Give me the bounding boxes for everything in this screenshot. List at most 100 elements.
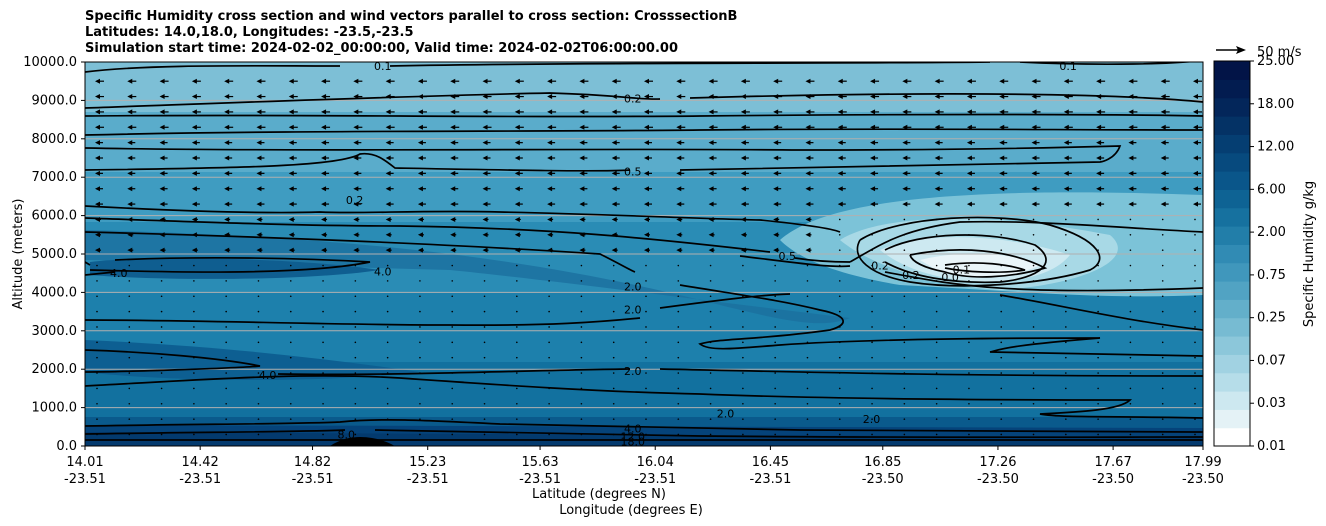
wind-dot	[483, 310, 486, 313]
wind-arrow-head	[450, 155, 456, 161]
wind-dot	[289, 387, 292, 390]
contour-0-3	[85, 128, 1203, 136]
wind-arrow-head	[1096, 124, 1102, 130]
wind-dot	[1065, 356, 1067, 359]
wind-dot	[225, 326, 227, 328]
wind-dot	[968, 433, 970, 436]
wind-dot	[128, 418, 131, 420]
wind-arrow-head	[95, 201, 100, 207]
y-axis-label: Altitude (meters)	[11, 199, 26, 310]
wind-dot	[1032, 341, 1035, 344]
colorbar-segment	[1214, 152, 1250, 172]
wind-arrow-head	[321, 186, 327, 192]
wind-dot	[612, 295, 615, 298]
wind-arrow-head	[482, 109, 488, 115]
wind-dot	[1129, 433, 1132, 436]
wind-dot	[871, 295, 873, 298]
wind-arrow-head	[999, 186, 1005, 192]
wind-dot	[354, 418, 357, 420]
colorbar-segment	[1214, 317, 1250, 337]
wind-arrow-head	[224, 201, 230, 207]
wind-dot	[838, 249, 841, 251]
wind-arrow-head	[321, 94, 327, 100]
wind-dot	[1129, 218, 1132, 221]
wind-dot	[645, 310, 647, 313]
wind-dot	[742, 418, 744, 420]
wind-dot	[354, 387, 357, 390]
wind-arrow-head	[579, 94, 585, 100]
colorbar-segment	[1214, 61, 1250, 80]
colorbar-label: Specific Humidity g/kg	[1302, 181, 1317, 327]
wind-arrow-head	[547, 201, 553, 207]
wind-dot	[580, 341, 583, 344]
wind-arrow-head	[1160, 78, 1166, 84]
wind-dot	[774, 402, 776, 405]
wind-dot	[1000, 218, 1003, 221]
wind-dot	[709, 356, 712, 359]
wind-arrow-head	[902, 94, 908, 100]
wind-dot	[580, 372, 583, 374]
wind-arrow-head	[353, 140, 359, 146]
colorbar-tick-label: 18.00	[1257, 97, 1294, 112]
wind-dot	[1161, 418, 1164, 420]
wind-dot	[160, 356, 163, 359]
wind-arrow-head	[547, 78, 553, 84]
wind-dot	[516, 280, 518, 282]
contour-label: 2.0	[624, 304, 642, 317]
wind-dot	[1065, 234, 1067, 236]
wind-dot	[838, 218, 841, 221]
wind-dot	[160, 387, 163, 390]
colorbar-segment	[1214, 207, 1250, 227]
contour-label: 4.0	[259, 369, 277, 382]
wind-arrow-head	[902, 170, 908, 176]
wind-dot	[1065, 310, 1067, 313]
band-upper	[85, 112, 1203, 172]
wind-dot	[225, 372, 227, 374]
wind-arrow-head	[644, 186, 649, 192]
wind-dot	[645, 295, 647, 298]
wind-arrow-head	[1096, 186, 1102, 192]
wind-dot	[548, 402, 550, 405]
wind-arrow-head	[579, 155, 585, 161]
wind-dot	[289, 295, 292, 298]
wind-dot	[289, 341, 292, 344]
wind-dot	[548, 433, 550, 436]
wind-arrow-head	[191, 78, 197, 84]
contour-sfc-8	[85, 429, 1203, 439]
wind-dot	[1032, 372, 1035, 374]
wind-dot	[96, 310, 98, 313]
wind-dot	[580, 402, 583, 405]
wind-dot	[968, 356, 970, 359]
wind-dot	[1000, 356, 1003, 359]
contour-label: 2.0	[863, 413, 881, 426]
y-tick-label: 1000.0	[32, 401, 78, 416]
wind-arrow-head	[1031, 109, 1037, 115]
wind-dot	[1065, 372, 1067, 374]
wind-dot	[935, 310, 938, 313]
wind-dot	[322, 280, 324, 282]
wind-arrow-head	[611, 170, 617, 176]
wind-arrow-head	[676, 109, 682, 115]
wind-arrow-head	[321, 155, 327, 161]
wind-dot	[1032, 264, 1035, 267]
quiver-key-label: 50 m/s	[1257, 45, 1302, 60]
wind-dot	[871, 418, 873, 420]
wind-arrow-head	[579, 109, 585, 115]
contour-0-2-mid	[85, 205, 1203, 292]
wind-arrow-head	[870, 78, 876, 84]
wind-arrow-head	[1160, 124, 1166, 130]
wind-arrow-head	[95, 94, 100, 100]
wind-dot	[386, 433, 389, 436]
wind-arrow-head	[288, 78, 294, 84]
wind-arrow-head	[127, 155, 133, 161]
x-tick-label-lon: -23.50	[1092, 472, 1134, 487]
wind-dot	[1161, 234, 1164, 236]
wind-dot	[709, 280, 712, 282]
wind-dot	[1129, 387, 1132, 390]
wind-dot	[1161, 402, 1164, 405]
wind-dot	[903, 433, 906, 436]
wind-dot	[645, 341, 647, 344]
wind-dot	[225, 341, 227, 344]
wind-dot	[516, 295, 518, 298]
wind-arrow-head	[159, 247, 165, 253]
